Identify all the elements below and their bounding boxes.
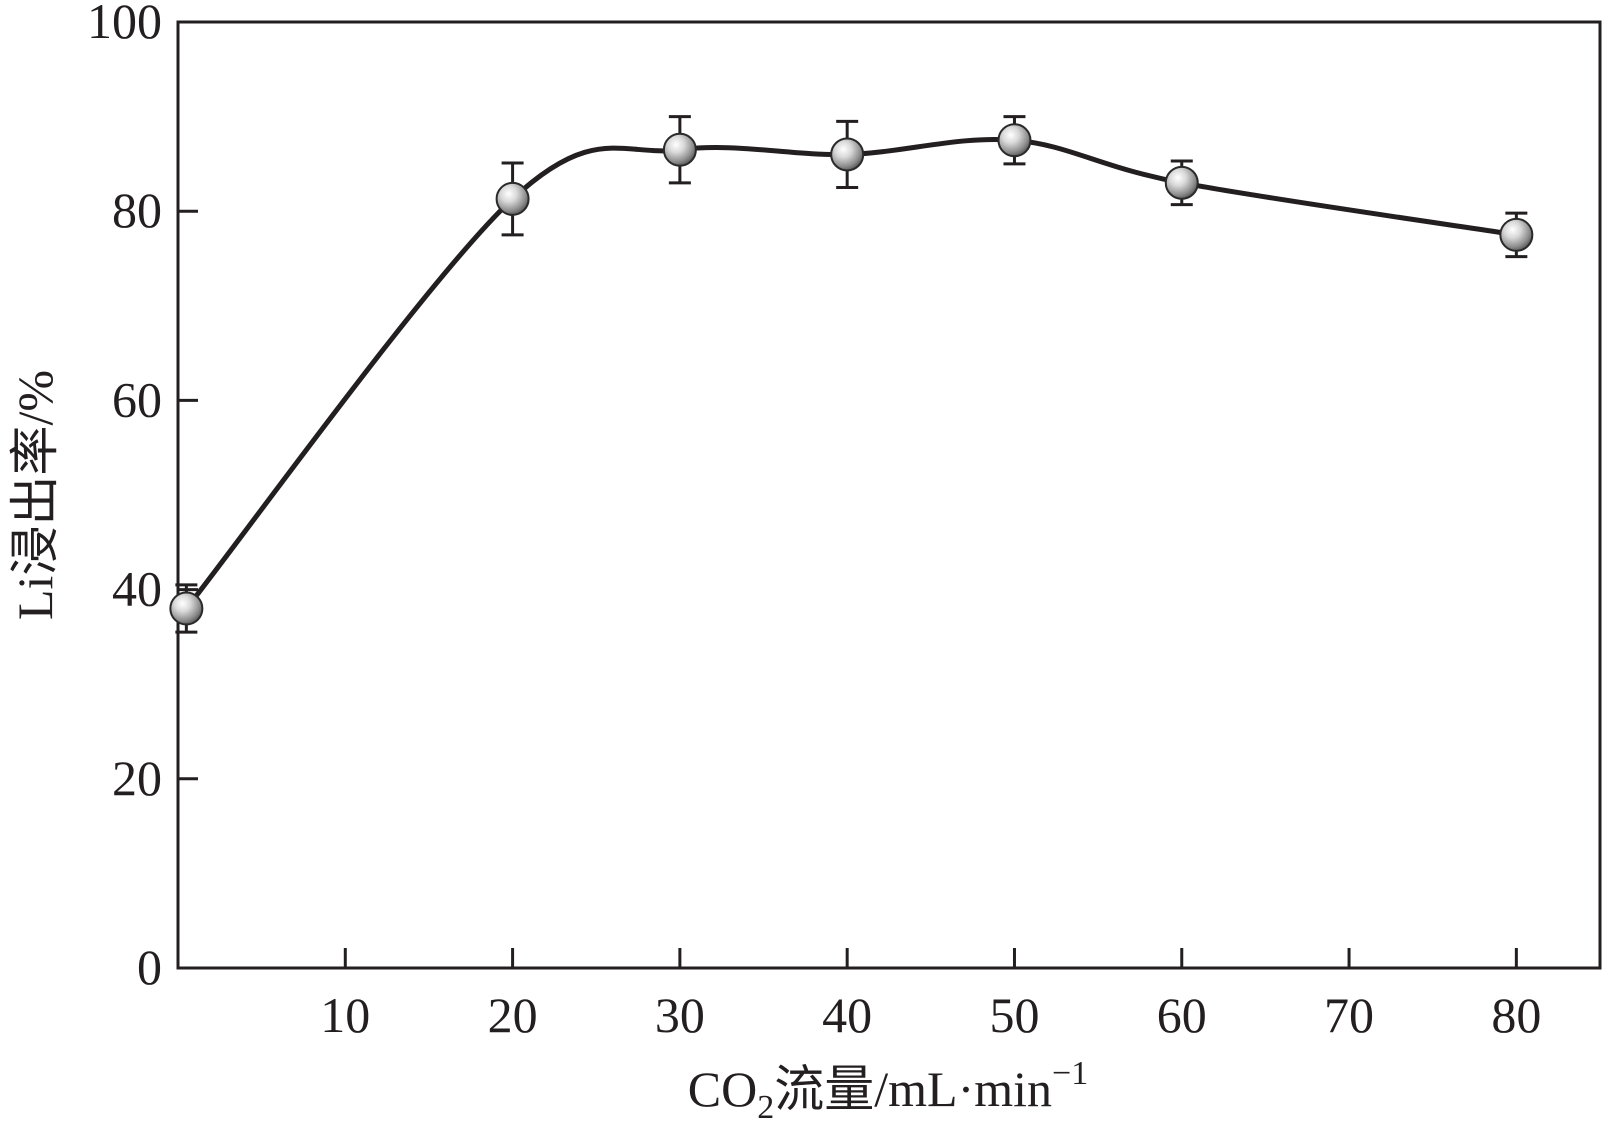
series-line xyxy=(184,136,1517,611)
data-point xyxy=(662,132,697,167)
y-tick-label: 20 xyxy=(112,750,162,806)
x-axis-title-subscript: 2 xyxy=(757,1089,774,1126)
y-tick-label: 100 xyxy=(87,0,162,49)
data-point xyxy=(830,137,865,172)
x-tick-label: 50 xyxy=(989,987,1039,1043)
data-point xyxy=(1164,165,1199,200)
y-tick-label: 40 xyxy=(112,561,162,617)
x-tick-label: 60 xyxy=(1157,987,1207,1043)
data-point xyxy=(1499,217,1534,252)
x-axis-title-main: 流量/mL·min xyxy=(774,1061,1052,1117)
x-tick-label: 80 xyxy=(1491,987,1541,1043)
data-point xyxy=(495,181,530,216)
x-tick-label: 20 xyxy=(488,987,538,1043)
y-axis-title: Li浸出率/% xyxy=(7,370,63,620)
x-tick-label: 40 xyxy=(822,987,872,1043)
x-tick-label: 10 xyxy=(320,987,370,1043)
data-point xyxy=(997,123,1032,158)
data-point xyxy=(169,591,204,626)
y-axis-ticks: 0 20 40 60 80 100 xyxy=(87,0,198,995)
x-tick-label: 30 xyxy=(655,987,705,1043)
y-tick-label: 80 xyxy=(112,182,162,238)
x-axis-title-superscript: −1 xyxy=(1052,1055,1088,1092)
y-tick-label: 0 xyxy=(137,939,162,995)
x-axis-ticks: 10 20 30 40 50 60 70 80 xyxy=(320,948,1541,1043)
error-bars xyxy=(175,115,1528,634)
plot-frame xyxy=(176,20,1602,970)
y-tick-label: 60 xyxy=(112,371,162,427)
data-markers xyxy=(169,123,1534,626)
x-tick-label: 70 xyxy=(1324,987,1374,1043)
x-axis-title: CO2流量/mL·min−1 xyxy=(688,1055,1088,1126)
x-axis-title-prefix: CO xyxy=(688,1061,757,1117)
